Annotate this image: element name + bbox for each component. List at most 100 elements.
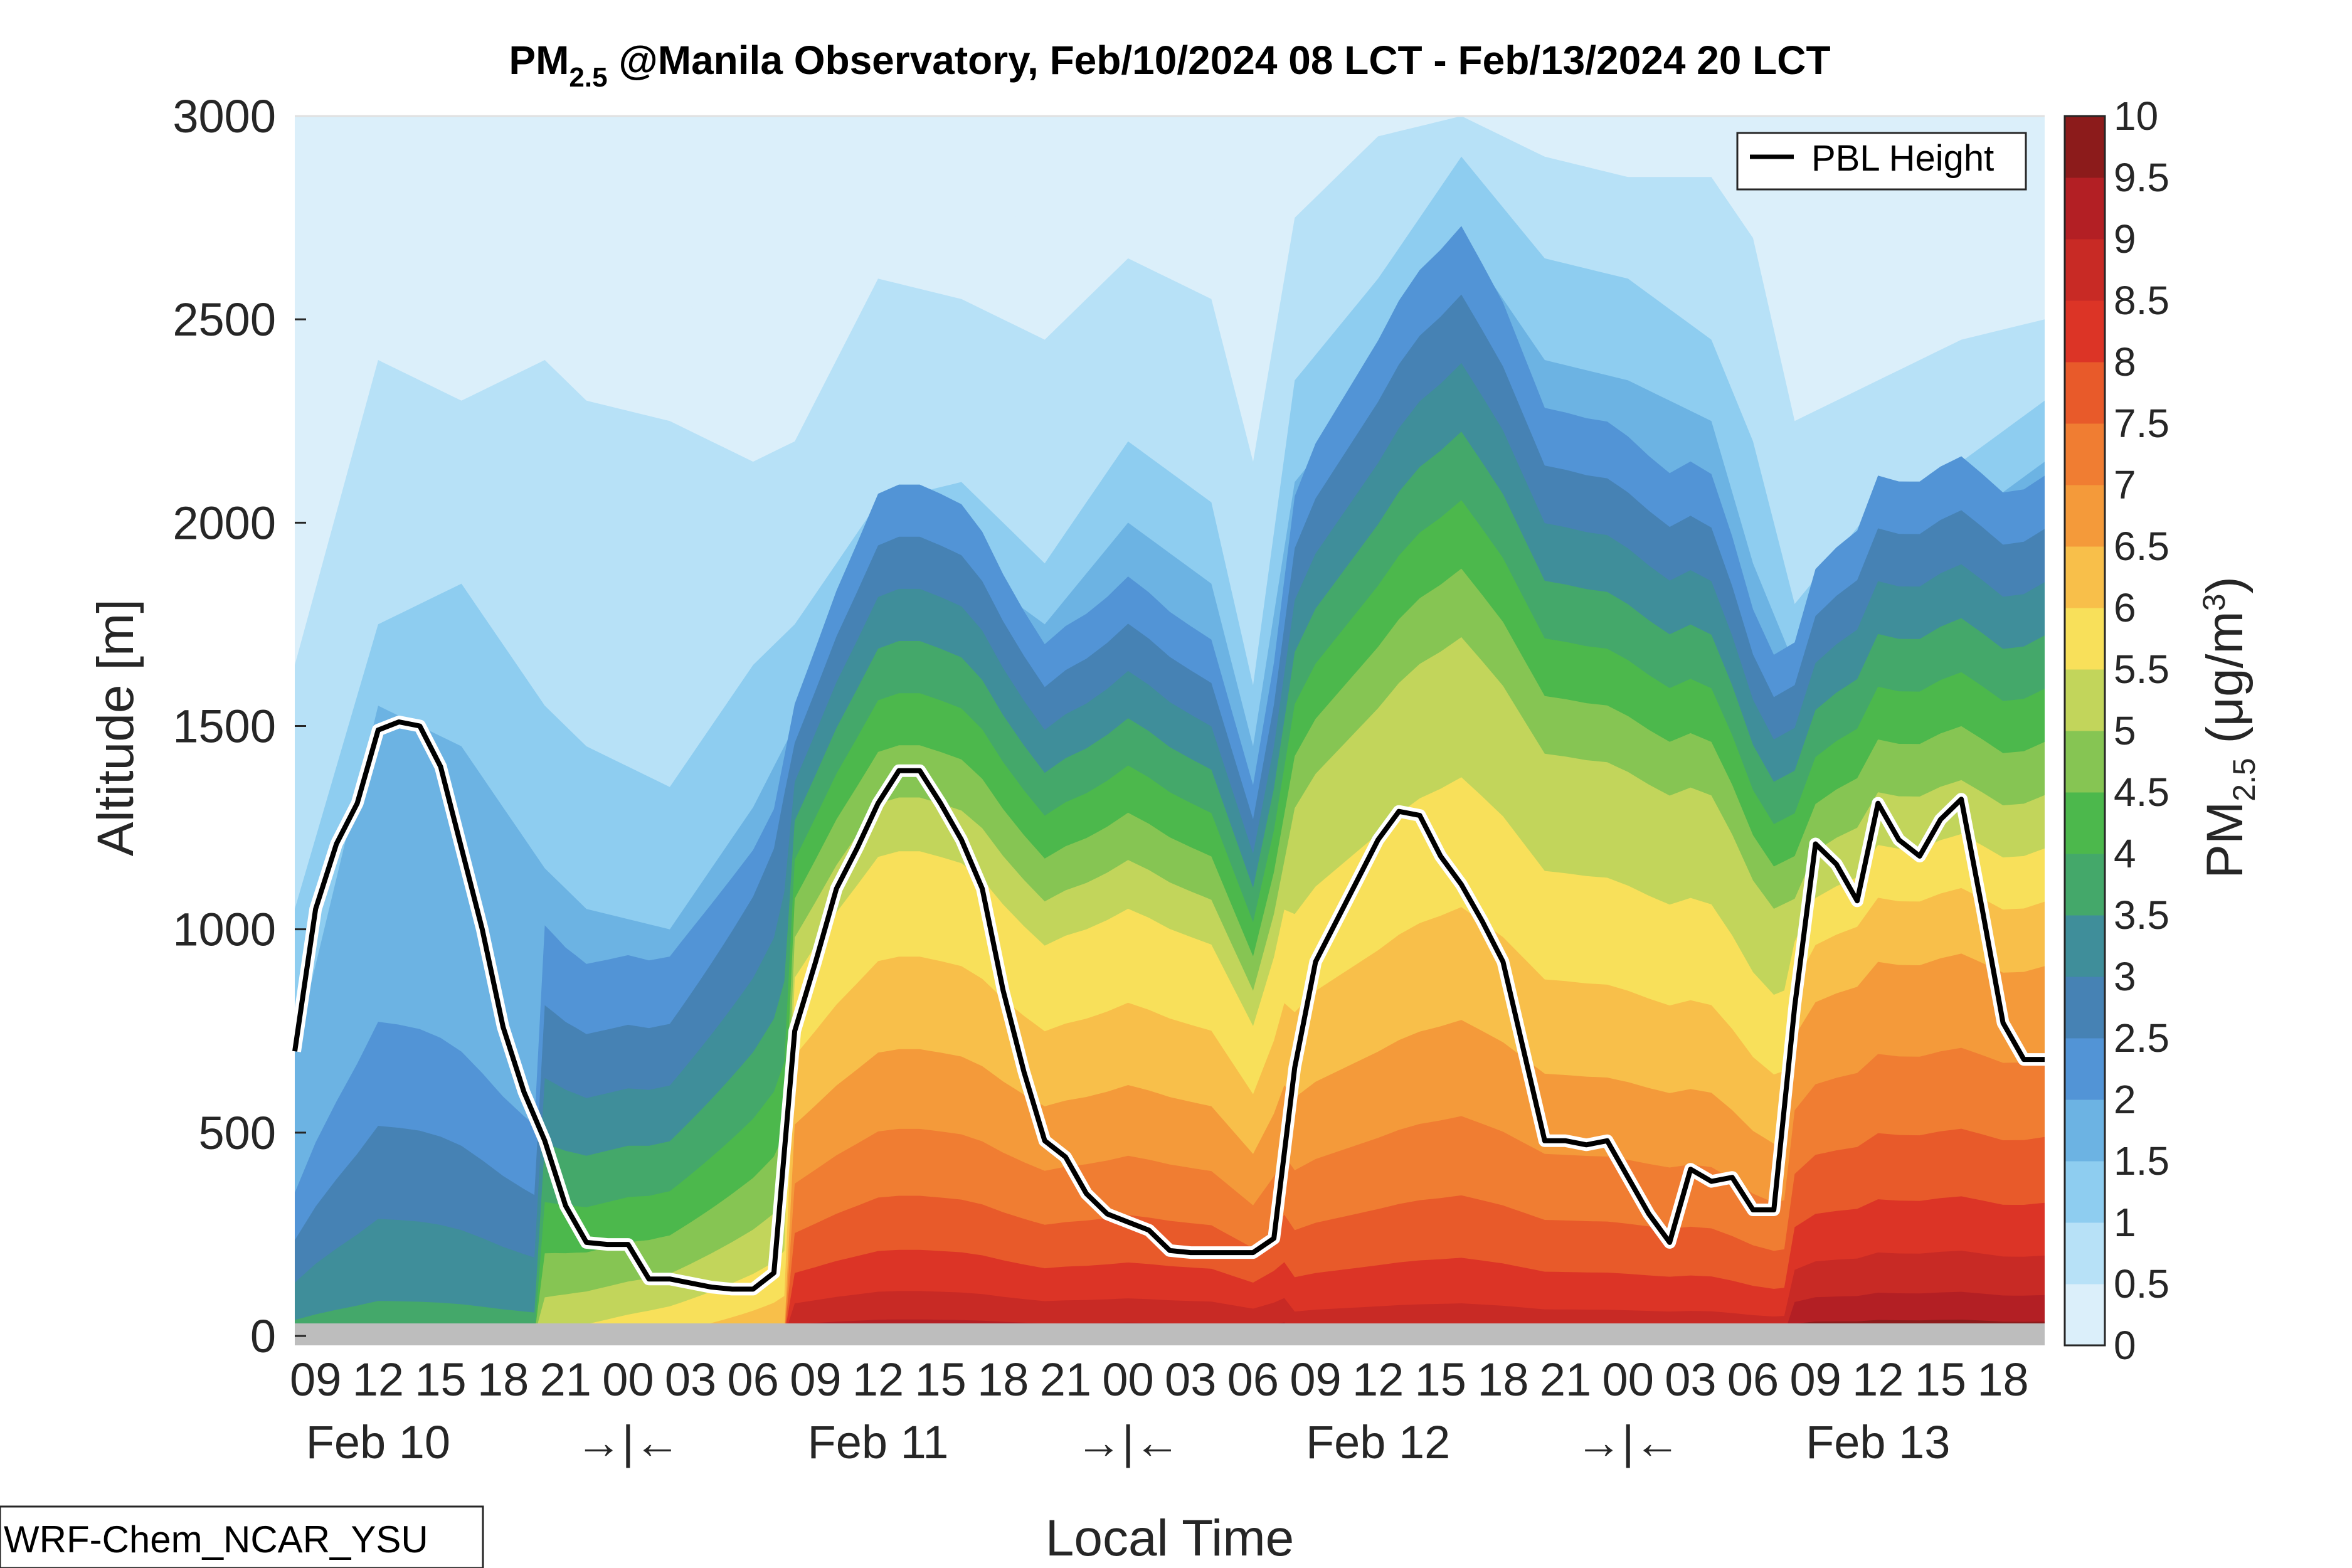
colorbar-swatch: [2065, 300, 2105, 363]
x-tick-label: 21: [1040, 1353, 1091, 1406]
colorbar-tick-label: 5.5: [2114, 647, 2169, 692]
x-tick-label: 09: [290, 1353, 341, 1406]
x-tick-label: 15: [1415, 1353, 1466, 1406]
x-tick-label: 18: [977, 1353, 1029, 1406]
colorbar: 0 0.5 1 1.5 2 2.5 3 3.5 4 4.5 5 5.5 6 6.5 7 7.5 8 8.5 9 9.5…: [2063, 93, 2169, 1368]
y-tick-label: 3000: [172, 90, 276, 142]
plot-area: [295, 116, 2045, 1336]
colorbar-swatch: [2065, 977, 2105, 1039]
colorbar-label: PM2.5 (μg/m3): [2196, 576, 2262, 879]
day-separator: →|←: [1576, 1416, 1680, 1468]
ground-bar: [295, 1323, 2045, 1345]
y-tick-label: 1500: [172, 701, 276, 753]
colorbar-swatch: [2065, 177, 2105, 240]
x-tick-label: 12: [1852, 1353, 1904, 1406]
x-tick-label: 06: [1227, 1353, 1279, 1406]
pbl-height-line: [292, 719, 2045, 1292]
day-label: Feb 11: [808, 1416, 949, 1468]
x-tick-label: 12: [852, 1353, 904, 1406]
chart-title: PM2.5 @Manila Observatory, Feb/10/2024 0…: [509, 38, 1830, 93]
colorbar-swatch: [2065, 546, 2105, 608]
colorbar-swatch: [2065, 915, 2105, 977]
colorbar-tick-label: 1: [2114, 1200, 2136, 1245]
day-label: Feb 13: [1806, 1416, 1950, 1468]
x-tick-label: 06: [728, 1353, 779, 1406]
x-tick-label: 03: [1665, 1353, 1716, 1406]
day-label: Feb 12: [1306, 1416, 1450, 1468]
colorbar-frame: [2063, 115, 2106, 1347]
x-tick-label: 15: [415, 1353, 466, 1406]
colorbar-swatch: [2065, 1161, 2105, 1223]
x-tick-label: 09: [790, 1353, 841, 1406]
colorbar-tick-label: 9: [2114, 216, 2136, 262]
colorbar-swatch: [2065, 1222, 2105, 1285]
x-tick-label: 09: [1290, 1353, 1341, 1406]
colorbar-tick-label: 3: [2114, 954, 2136, 999]
model-label: WRF-Chem_NCAR_YSU: [4, 1518, 428, 1560]
colorbar-tick-label: 4.5: [2114, 770, 2169, 815]
day-separator: →|←: [576, 1416, 681, 1468]
y-tick-label: 2500: [172, 294, 276, 346]
y-tick-label: 500: [199, 1107, 276, 1159]
x-tick-label: 09: [1789, 1353, 1841, 1406]
colorbar-swatch: [2065, 1099, 2105, 1162]
colorbar-swatch: [2065, 239, 2105, 301]
colorbar-swatch: [2065, 423, 2105, 485]
x-axis-label: Local Time: [1046, 1510, 1295, 1567]
colorbar-swatch: [2065, 854, 2105, 916]
colorbar-tick-label: 3.5: [2114, 893, 2169, 938]
x-tick-label: 18: [1977, 1353, 2028, 1406]
colorbar-tick-label: 5: [2114, 708, 2136, 753]
model-label-box: [0, 1505, 484, 1568]
contour-band-8.5: [295, 1196, 2045, 1336]
colorbar-tick-label: 8.5: [2114, 278, 2169, 323]
colorbar-swatch: [2065, 1284, 2105, 1346]
x-tick-label: 00: [1602, 1353, 1654, 1406]
day-separator: →|←: [1076, 1416, 1180, 1468]
y-axis-label: Altitude [m]: [87, 599, 144, 856]
colorbar-swatch: [2065, 116, 2105, 178]
x-tick-label: 06: [1727, 1353, 1779, 1406]
colorbar-swatch: [2065, 362, 2105, 424]
y-tick-label: 0: [250, 1310, 276, 1362]
colorbar-swatch: [2065, 731, 2105, 793]
colorbar-tick-label: 2.5: [2114, 1015, 2169, 1061]
colorbar-swatch: [2065, 485, 2105, 547]
colorbar-tick-label: 7.5: [2114, 401, 2169, 446]
x-tick-label: 00: [1102, 1353, 1153, 1406]
day-labels: Feb 10 Feb 11 Feb 12 Feb 13 →|← →|← →|←: [306, 1416, 1951, 1468]
colorbar-swatch: [2065, 1038, 2105, 1100]
colorbar-tick-label: 1.5: [2114, 1138, 2169, 1184]
colorbar-tick-label: 10: [2114, 93, 2158, 139]
x-tick-label: 18: [1477, 1353, 1528, 1406]
legend-box: [1736, 132, 2027, 191]
colorbar-tick-label: 8: [2114, 339, 2136, 384]
colorbar-tick-label: 2: [2114, 1077, 2136, 1122]
legend-entry-pbl-height: PBL Height: [1811, 138, 1994, 179]
legend: PBL Height: [1736, 132, 2027, 191]
x-tick-label: 15: [1915, 1353, 1966, 1406]
day-label: Feb 10: [306, 1416, 450, 1468]
x-tick-label: 12: [1352, 1353, 1404, 1406]
colorbar-swatch: [2065, 669, 2105, 731]
y-axis-ticks: 0 500 1000 1500 2000 2500 3000: [172, 90, 2045, 1362]
colorbar-tick-label: 6.5: [2114, 524, 2169, 569]
contour-band-9: [295, 1251, 2045, 1336]
colorbar-tick-label: 6: [2114, 585, 2136, 630]
x-tick-label: 03: [665, 1353, 716, 1406]
y-tick-label: 1000: [172, 904, 276, 956]
x-tick-label: 00: [602, 1353, 654, 1406]
x-tick-label: 12: [352, 1353, 404, 1406]
x-tick-label: 21: [540, 1353, 591, 1406]
x-tick-label: 15: [914, 1353, 966, 1406]
colorbar-tick-label: 0.5: [2114, 1261, 2169, 1306]
colorbar-tick-label: 0: [2114, 1323, 2136, 1368]
y-tick-label: 2000: [172, 497, 276, 549]
colorbar-tick-label: 4: [2114, 831, 2136, 876]
x-tick-label: 18: [477, 1353, 529, 1406]
colorbar-tick-label: 9.5: [2114, 155, 2169, 200]
colorbar-tick-label: 7: [2114, 462, 2136, 507]
colorbar-swatch: [2065, 792, 2105, 854]
x-tick-label: 21: [1540, 1353, 1591, 1406]
